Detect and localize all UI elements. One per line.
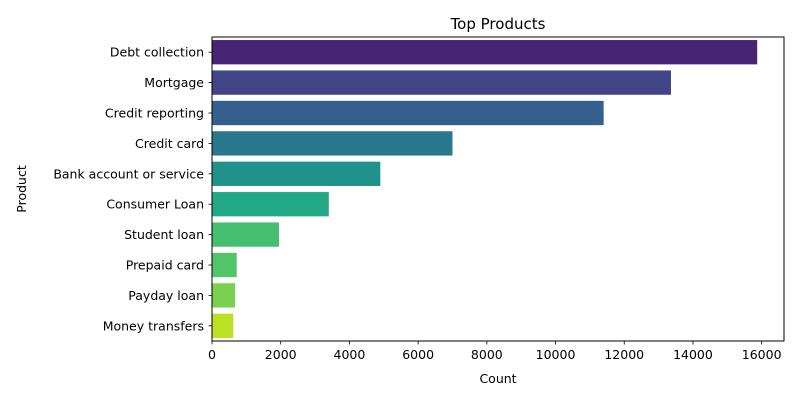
x-tick-label: 2000 [265,347,297,362]
bar-debt-collection [212,40,758,65]
x-tick-label: 14000 [673,347,713,362]
y-tick-label: Credit card [135,136,204,151]
plot-frame [211,36,785,342]
x-tick-label: 16000 [742,347,782,362]
bar-credit-reporting [212,100,604,126]
bar-bank-account-or-service [212,161,381,186]
bars-layer [212,40,758,338]
y-tick-label: Payday loan [128,288,204,303]
y-tick-label: Mortgage [144,75,204,90]
y-tick-label: Consumer Loan [106,197,204,212]
x-ticks-layer: 0 2000 4000 6000 8000 10000 12000 14000 16000 [208,341,782,362]
x-tick-label: 0 [208,347,216,362]
x-tick-label: 10000 [536,347,576,362]
y-tick-label: Debt collection [110,45,204,60]
y-tick-label: Bank account or service [53,166,204,181]
bar-payday-loan [212,283,236,308]
x-tick-label: 4000 [334,347,366,362]
y-tick-label: Student loan [124,227,204,242]
bar-mortgage [212,70,671,95]
bar-money-transfers [212,313,234,338]
y-tick-label: Money transfers [103,318,204,333]
bar-student-loan [212,222,279,247]
x-tick-label: 8000 [471,347,503,362]
x-axis-label: Count [479,371,516,386]
y-ticks-layer: Debt collection Mortgage Credit reporting C… [53,45,212,333]
y-tick-label: Credit reporting [105,106,204,121]
chart-title: Top Products [450,15,546,33]
y-tick-label: Prepaid card [126,258,204,273]
x-tick-label: 12000 [604,347,644,362]
x-tick-label: 6000 [402,347,434,362]
bar-credit-card [212,131,453,156]
bar-prepaid-card [212,252,237,278]
bar-consumer-loan [212,192,329,217]
y-axis-label: Product [14,165,29,213]
